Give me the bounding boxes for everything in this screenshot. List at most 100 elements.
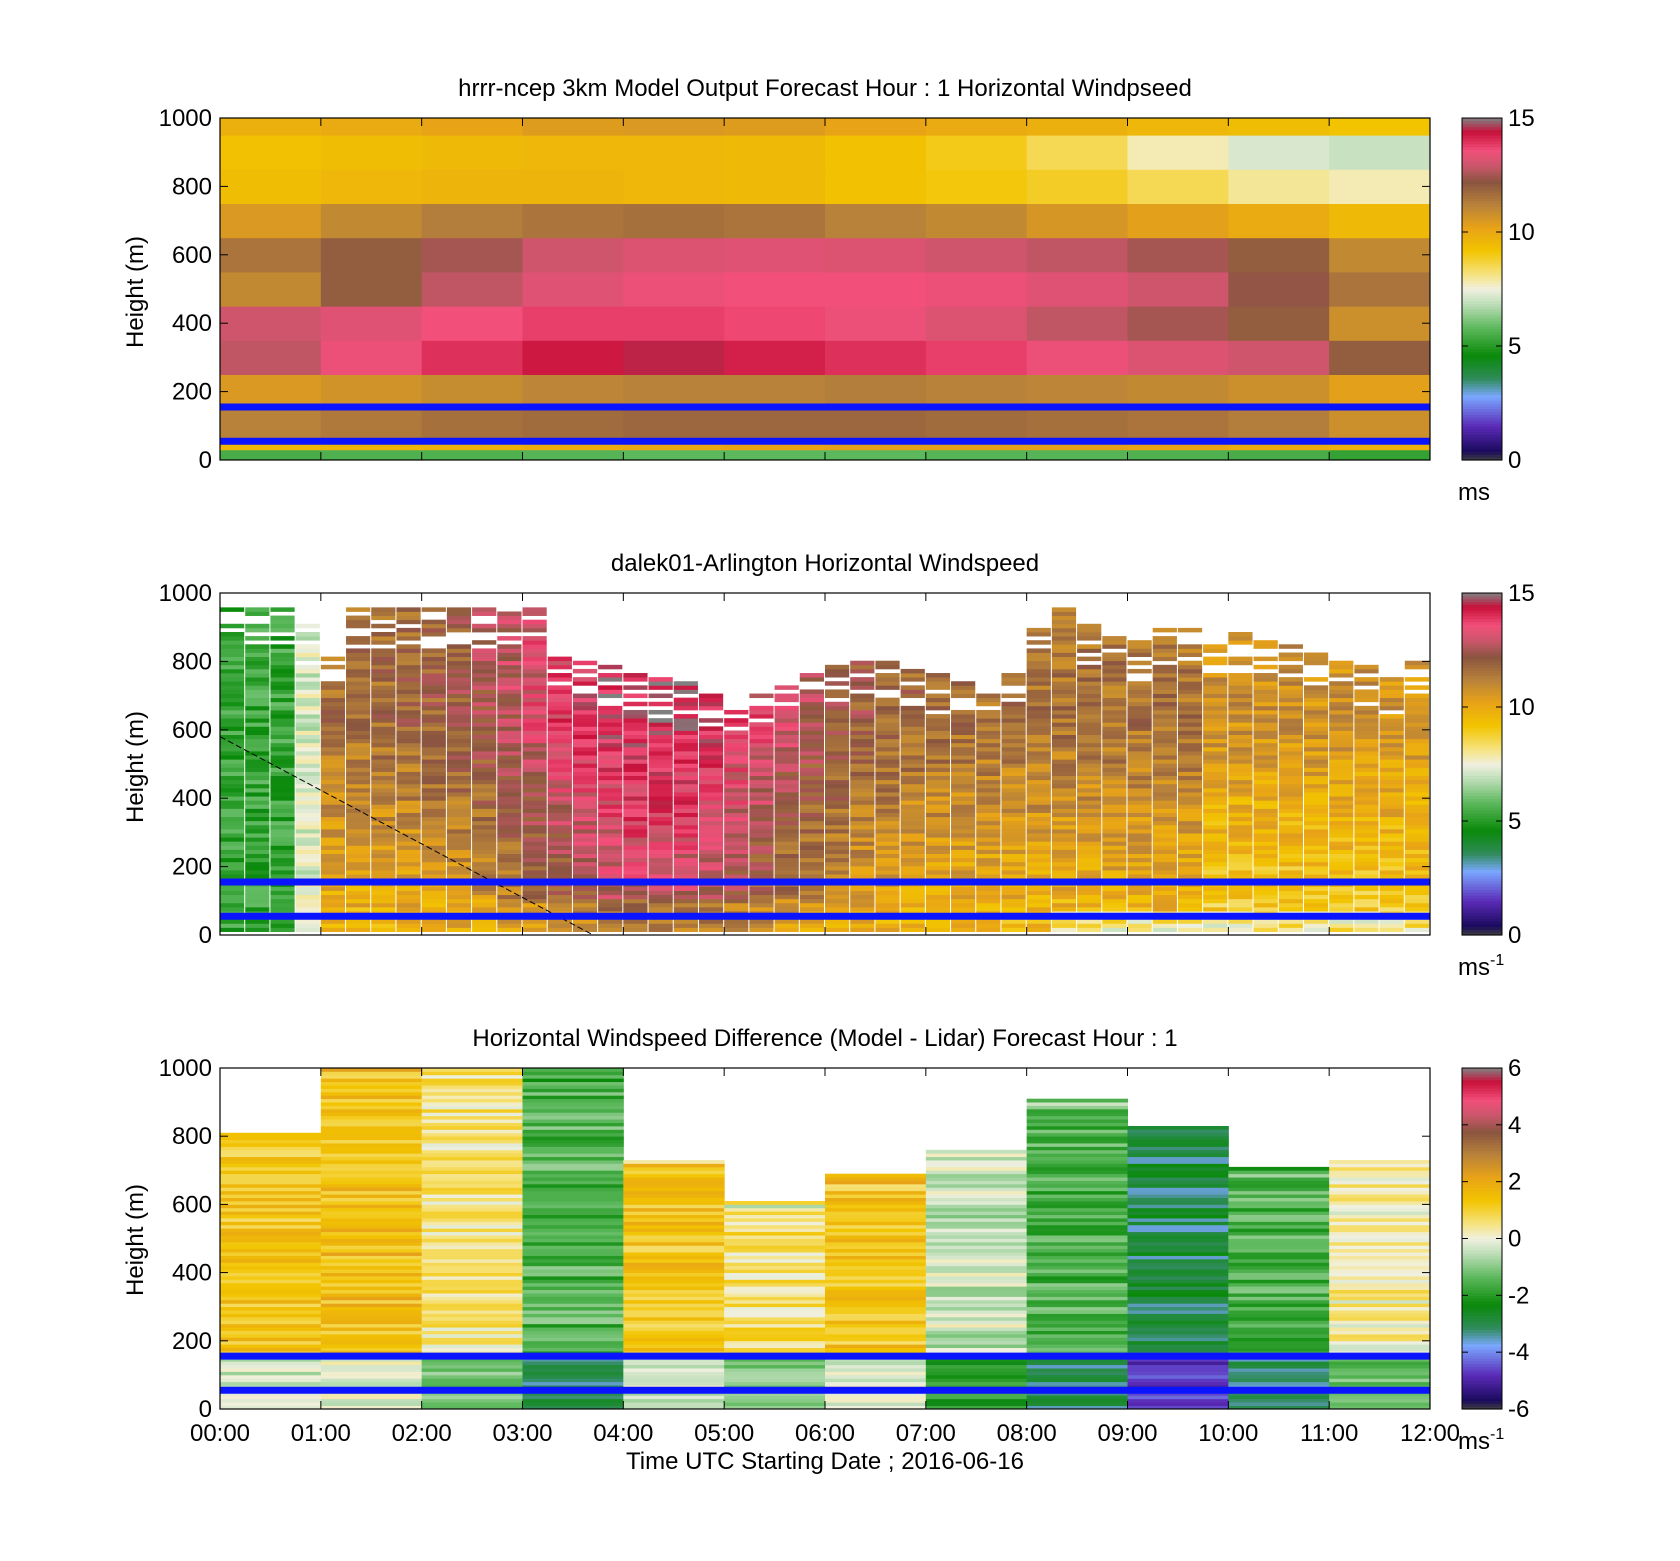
heatmap-cell [371,841,396,846]
heatmap-cell [421,1224,523,1229]
heatmap-cell [1278,714,1303,719]
heatmap-cell [295,792,320,797]
heatmap-cell [220,1279,322,1284]
heatmap-cell [1404,742,1429,748]
heatmap-cell [1077,812,1102,818]
heatmap-cell [270,709,295,715]
heatmap-cell [472,865,497,871]
heatmap-cell [951,726,976,731]
heatmap-cell [220,1272,322,1277]
heatmap-cell [925,1197,1028,1202]
heatmap-cell [825,1197,927,1202]
heatmap-cell [1051,751,1077,756]
heatmap-cell [825,1231,927,1236]
heatmap-cell [698,870,724,875]
heatmap-cell [421,1170,523,1175]
heatmap-cell [1077,804,1102,809]
heatmap-cell [396,812,421,818]
heatmap-cell [1001,767,1026,772]
heatmap-cell [951,763,976,768]
heatmap-cell [1329,1361,1431,1366]
heatmap-cell [951,894,976,900]
heatmap-cell [396,697,421,703]
heatmap-cell [1228,1252,1330,1256]
heatmap-cell [371,861,396,867]
heatmap-cell [421,1190,523,1195]
heatmap-cell [1228,927,1253,932]
heatmap-cell [1177,800,1203,805]
heatmap-cell [522,681,547,686]
heatmap-cell [1354,759,1379,764]
heatmap-cell [1026,1112,1128,1117]
heatmap-cell [1329,886,1354,891]
colorbar-step [1462,388,1502,393]
x-tick-label: 07:00 [896,1420,956,1447]
diagonal-line [219,736,594,936]
heatmap-cell [850,681,875,686]
heatmap-cell [547,787,572,793]
heatmap-cell [1051,927,1077,932]
heatmap-cell [472,820,497,826]
colorbar-step [1462,166,1502,170]
heatmap-cell [1203,775,1228,781]
heatmap-cell [320,1139,423,1144]
heatmap-cell [623,722,648,727]
heatmap-cell [749,693,774,699]
heatmap-cell [497,804,522,809]
colorbar-step [1462,1266,1502,1271]
heatmap-cell [522,812,547,818]
heatmap-cell [220,1391,322,1396]
heatmap-cell [1203,841,1228,846]
heatmap-cell [421,1340,523,1345]
heatmap-cell [1278,919,1303,924]
colorbar-step [1462,374,1502,378]
heatmap-cell [522,1327,624,1331]
heatmap-cell [976,787,1001,793]
heatmap-cell [270,689,295,694]
heatmap-cell [1379,722,1404,727]
heatmap-cell [976,746,1001,752]
heatmap-cell [245,906,270,912]
heatmap-cell [900,861,925,867]
heatmap-cell [648,763,673,768]
colorbar-step [1462,368,1502,373]
heatmap-cell [421,627,446,633]
heatmap-cell [396,627,421,633]
colorbar-step [1462,647,1502,651]
heatmap-cell [1127,755,1152,760]
heatmap-cell [850,709,875,715]
heatmap-cell [925,1248,1028,1253]
heatmap-cell [270,800,295,805]
heatmap-cell [421,1231,523,1236]
heatmap-cell [1001,927,1026,932]
heatmap-cell [320,1241,423,1246]
heatmap-cell [1026,1378,1128,1383]
heatmap-cell [1127,1282,1229,1287]
heatmap-cell [371,771,396,777]
heatmap-cell [220,734,245,740]
heatmap-cell [1228,841,1253,846]
heatmap-cell [421,1241,523,1246]
heatmap-cell [976,726,1001,731]
heatmap-cell [1303,849,1329,855]
heatmap-cell [900,845,925,850]
heatmap-cell [1026,1125,1128,1130]
heatmap-cell [951,919,976,924]
heatmap-cell [396,709,421,715]
heatmap-cell [724,841,749,846]
heatmap-cell [1152,640,1177,645]
heatmap-cell [1127,923,1152,928]
heatmap-cell [1152,771,1177,777]
heatmap-cell [598,886,623,891]
colorbar-step [1462,1372,1502,1376]
heatmap-cell [623,1177,725,1181]
heatmap-cell [1026,1368,1128,1372]
heatmap-cell [547,734,572,740]
heatmap-cell [1228,306,1330,341]
heatmap-cell [1127,1313,1229,1318]
heatmap-cell [547,722,572,727]
heatmap-cell [220,779,245,785]
heatmap-cell [1026,1282,1128,1287]
heatmap-cell [825,1289,927,1294]
heatmap-cell [875,771,900,777]
